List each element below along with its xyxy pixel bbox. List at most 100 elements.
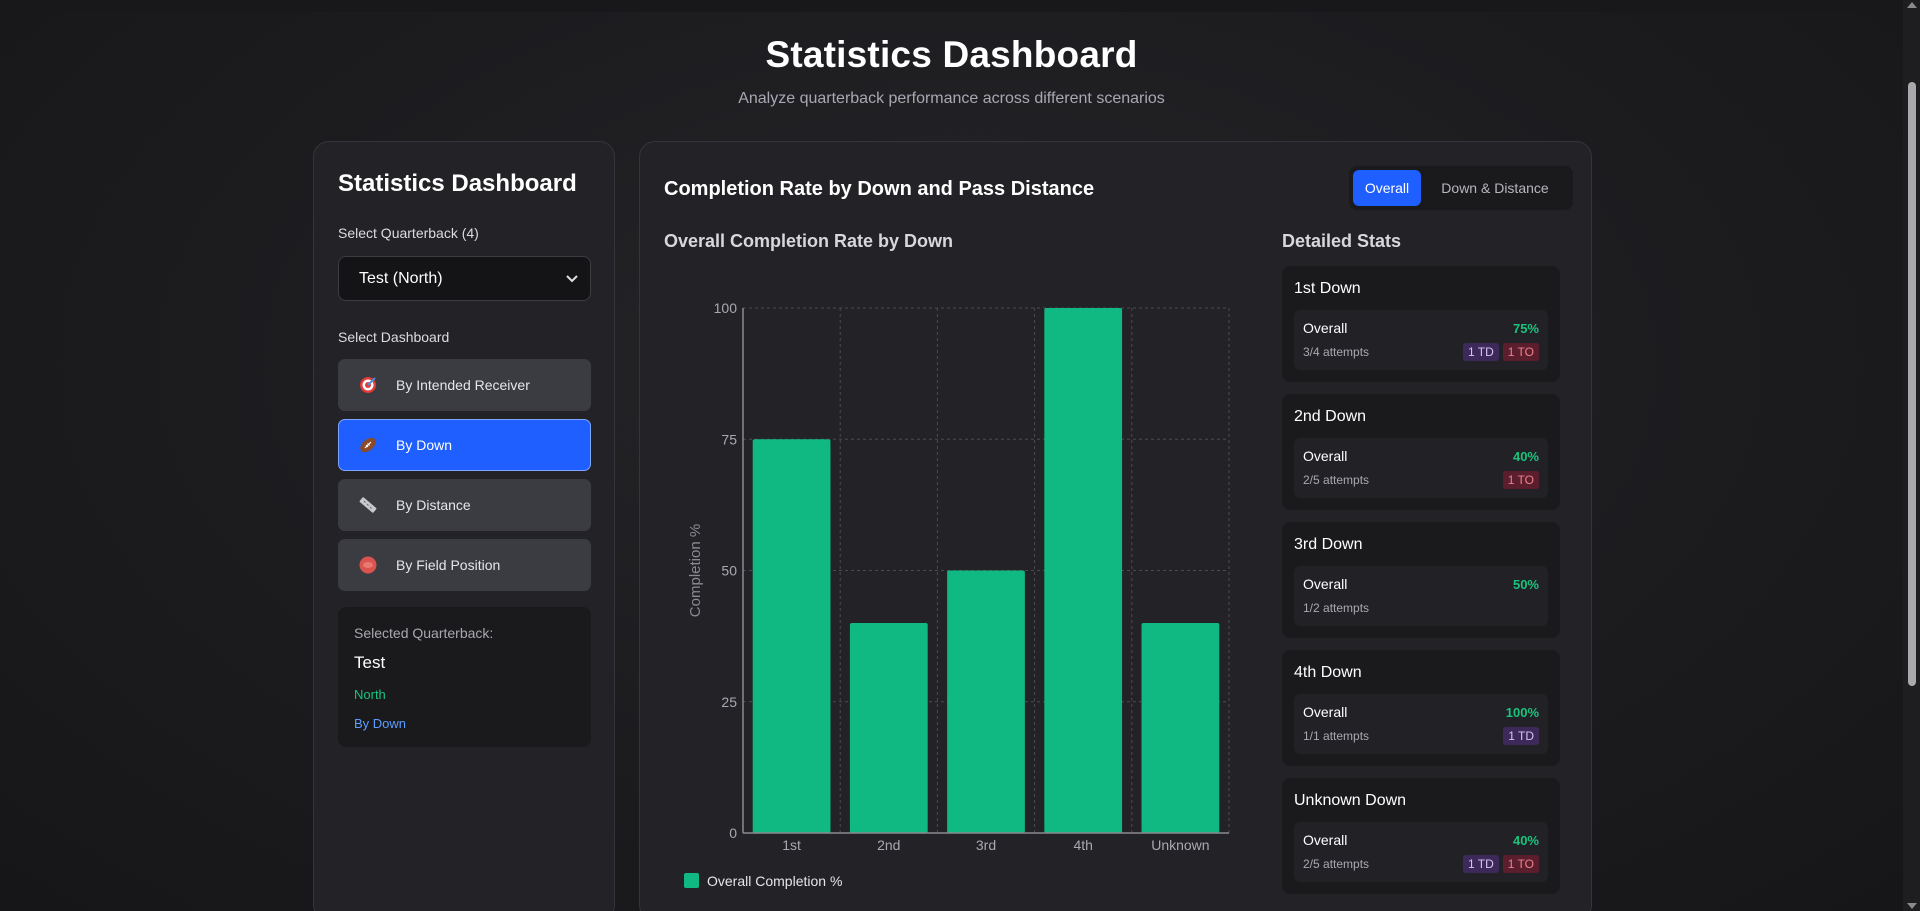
detailed-stats-list: 1st Down Overall 75% 3/4 attempts 1 TD 1 … [1282, 266, 1560, 906]
stat-down-title: 4th Down [1294, 664, 1362, 681]
page-subtitle: Analyze quarterback performance across d… [738, 90, 1165, 107]
stat-attempts: 1/1 attempts [1303, 729, 1370, 743]
target-icon [357, 374, 379, 396]
dashboard-button-label: By Down [396, 437, 453, 453]
stat-card: 4th Down Overall 100% 1/1 attempts 1 TD [1282, 650, 1560, 766]
football-icon [357, 434, 379, 456]
toggle-overall[interactable]: Overall [1353, 170, 1421, 206]
y-tick-label: 100 [714, 300, 738, 316]
page-header: Statistics Dashboard Analyze quarterback… [0, 34, 1903, 108]
y-tick-label: 50 [721, 563, 737, 579]
stat-badges: 1 TD 1 TO [1462, 855, 1539, 873]
stat-badges: 1 TD [1503, 727, 1539, 745]
stat-down-title: 3rd Down [1294, 536, 1363, 553]
x-tick-label: 1st [782, 837, 801, 853]
page-scrollbar[interactable] [1903, 0, 1920, 911]
bar [752, 439, 831, 833]
bar [849, 623, 928, 833]
stat-detail: Overall 40% 2/5 attempts 1 TO [1294, 438, 1548, 498]
stat-label: Overall [1303, 832, 1348, 848]
stat-percent: 40% [1512, 448, 1539, 464]
x-tick-label: Unknown [1151, 837, 1209, 853]
top-strip [0, 0, 1903, 12]
stat-card: 3rd Down Overall 50% 1/2 attempts [1282, 522, 1560, 638]
main-title: Completion Rate by Down and Pass Distanc… [664, 178, 1095, 200]
td-badge: 1 TD [1462, 343, 1499, 361]
stat-detail: Overall 100% 1/1 attempts 1 TD [1294, 694, 1548, 754]
stat-percent: 50% [1512, 576, 1539, 592]
stat-attempts: 2/5 attempts [1303, 473, 1370, 487]
stat-badges: 1 TO [1502, 471, 1539, 489]
stat-percent: 40% [1512, 832, 1539, 848]
stat-label: Overall [1303, 448, 1348, 464]
stat-label: Overall [1303, 576, 1348, 592]
main-panel: Completion Rate by Down and Pass Distanc… [639, 141, 1592, 911]
stat-detail: Overall 75% 3/4 attempts 1 TD 1 TO [1294, 310, 1548, 370]
to-badge: 1 TO [1502, 343, 1539, 361]
dashboard-button-label: By Field Position [396, 557, 501, 573]
stat-percent: 100% [1505, 704, 1539, 720]
dashboard-button-label: By Intended Receiver [396, 377, 530, 393]
selected-quarterback-team: North [354, 687, 386, 702]
dashboard-list: By Intended Receiver By Down By Distance [338, 359, 591, 591]
stat-detail: Overall 50% 1/2 attempts [1294, 566, 1548, 626]
stat-card: Unknown Down Overall 40% 2/5 attempts 1 T… [1282, 778, 1560, 894]
to-badge: 1 TO [1502, 471, 1539, 489]
y-tick-label: 75 [721, 431, 737, 447]
y-tick-label: 25 [721, 694, 737, 710]
bar [947, 570, 1025, 833]
stat-percent: 75% [1512, 320, 1539, 336]
completion-bar-chart: 0 25 50 75 100 1st 2nd 3rd 4th Unknown Completion … [684, 300, 1230, 889]
dashboard-button-label: By Distance [396, 497, 471, 513]
stat-down-title: 2nd Down [1294, 408, 1367, 425]
stats-title: Detailed Stats [1282, 231, 1402, 251]
sidebar-title: Statistics Dashboard [338, 170, 577, 197]
ruler-icon [357, 494, 379, 516]
selected-quarterback-panel: Selected Quarterback: Test North By Down [338, 607, 591, 747]
page-title: Statistics Dashboard [765, 34, 1138, 75]
stat-attempts: 2/5 attempts [1303, 857, 1370, 871]
selected-dashboard-mode: By Down [354, 716, 407, 731]
chevron-down-icon [566, 272, 578, 286]
stat-label: Overall [1303, 704, 1348, 720]
stat-attempts: 3/4 attempts [1303, 345, 1370, 359]
dashboard-select-label: Select Dashboard [338, 329, 450, 345]
stadium-icon [357, 554, 379, 576]
to-badge: 1 TO [1502, 855, 1539, 873]
x-tick-label: 2nd [877, 837, 900, 853]
x-tick-label: 3rd [976, 837, 996, 853]
scroll-up-icon[interactable] [1907, 2, 1917, 8]
stat-label: Overall [1303, 320, 1348, 336]
stat-down-title: Unknown Down [1294, 792, 1407, 809]
sidebar: Statistics Dashboard Select Quarterback … [313, 141, 615, 911]
dashboard-button-by-distance[interactable]: By Distance [338, 479, 591, 531]
chart-title: Overall Completion Rate by Down [664, 231, 954, 251]
legend-swatch [684, 873, 699, 888]
stat-card: 1st Down Overall 75% 3/4 attempts 1 TD 1 … [1282, 266, 1560, 382]
stat-down-title: 1st Down [1294, 280, 1361, 297]
y-axis-label: Completion % [687, 524, 704, 617]
quarterback-select-value: Test (North) [359, 269, 443, 287]
bar [1141, 623, 1220, 833]
selected-quarterback-label: Selected Quarterback: [354, 625, 494, 641]
dashboard-button-intended-receiver[interactable]: By Intended Receiver [338, 359, 591, 411]
stat-badges: 1 TD 1 TO [1462, 343, 1539, 361]
quarterback-select[interactable]: Test (North) [338, 256, 591, 301]
dashboard-button-by-field-position[interactable]: By Field Position [338, 539, 591, 591]
scroll-down-icon[interactable] [1907, 903, 1917, 909]
quarterback-select-label: Select Quarterback (4) [338, 225, 479, 241]
stat-card: 2nd Down Overall 40% 2/5 attempts 1 TO [1282, 394, 1560, 510]
scrollbar-thumb[interactable] [1908, 82, 1916, 686]
selected-quarterback-name: Test [354, 653, 386, 672]
td-badge: 1 TD [1462, 855, 1499, 873]
legend-label: Overall Completion % [707, 873, 842, 889]
bar [1044, 308, 1123, 833]
y-tick-label: 0 [729, 825, 737, 841]
view-toggle: Overall Down & Distance [1349, 166, 1573, 210]
x-tick-label: 4th [1073, 837, 1092, 853]
td-badge: 1 TD [1503, 727, 1539, 745]
dashboard-button-by-down[interactable]: By Down [338, 419, 591, 471]
toggle-down-distance[interactable]: Down & Distance [1441, 180, 1549, 196]
stat-detail: Overall 40% 2/5 attempts 1 TD 1 TO [1294, 822, 1548, 882]
stat-attempts: 1/2 attempts [1303, 601, 1370, 615]
